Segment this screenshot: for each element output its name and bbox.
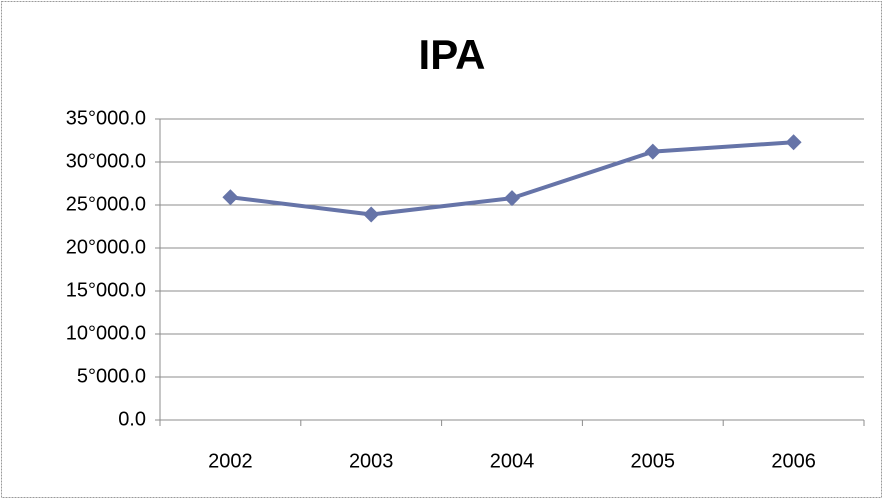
chart-title: IPA — [419, 31, 486, 78]
y-tick-label: 5°000.0 — [77, 365, 146, 387]
data-marker — [504, 190, 520, 207]
data-marker — [644, 143, 661, 160]
data-marker — [785, 134, 802, 151]
y-tick-label: 30°000.0 — [66, 150, 146, 172]
y-tick-label: 25°000.0 — [66, 193, 146, 215]
x-tick-label: 2006 — [771, 450, 816, 472]
y-tick-label: 0.0 — [118, 408, 146, 430]
data-marker — [363, 206, 380, 223]
x-tick-label: 2004 — [490, 450, 535, 472]
y-tick-label: 20°000.0 — [66, 236, 146, 258]
y-tick-label: 15°000.0 — [66, 279, 146, 301]
x-tick-label: 2003 — [349, 450, 394, 472]
x-tick-label: 2005 — [631, 450, 676, 472]
x-tick-label: 2002 — [208, 450, 253, 472]
data-marker — [222, 189, 239, 206]
y-tick-label: 35°000.0 — [66, 107, 146, 129]
y-tick-label: 10°000.0 — [66, 322, 146, 344]
